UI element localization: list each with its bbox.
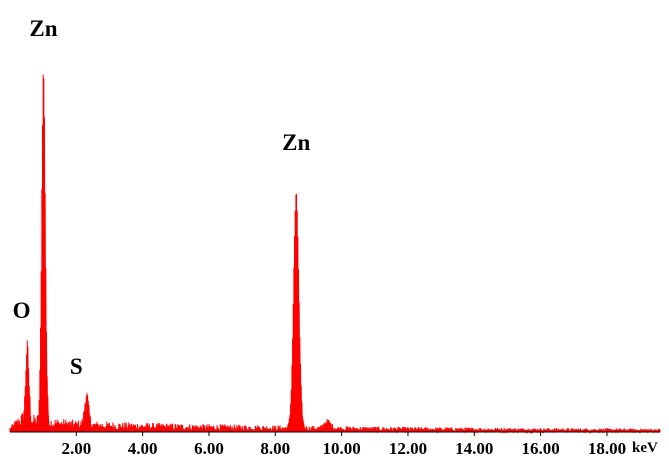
x-tick-label: 18.00 [588, 439, 626, 458]
peak-label-s: S [70, 354, 83, 379]
x-axis-ticks: 2.00 4.00 6.00 8.00 10.00 12.00 14.00 16.00 18.0… [61, 432, 626, 458]
x-tick-label: 12.00 [389, 439, 427, 458]
x-tick-label: 6.00 [194, 439, 224, 458]
x-tick-label: 4.00 [128, 439, 158, 458]
x-tick-label: 16.00 [521, 439, 559, 458]
x-tick-label: 2.00 [61, 439, 91, 458]
peak-label-o: O [13, 298, 31, 323]
spectrum-series [9, 74, 661, 434]
plot-area [9, 74, 661, 434]
x-tick-label: 10.00 [323, 439, 361, 458]
peak-label-zn: Zn [282, 130, 310, 155]
peak-label-zn: Zn [29, 16, 57, 41]
x-axis-unit-label: keV [632, 440, 658, 456]
x-tick-label: 8.00 [260, 439, 290, 458]
peak-annotations: Zn O S Zn [13, 16, 311, 379]
x-tick-label: 14.00 [455, 439, 493, 458]
